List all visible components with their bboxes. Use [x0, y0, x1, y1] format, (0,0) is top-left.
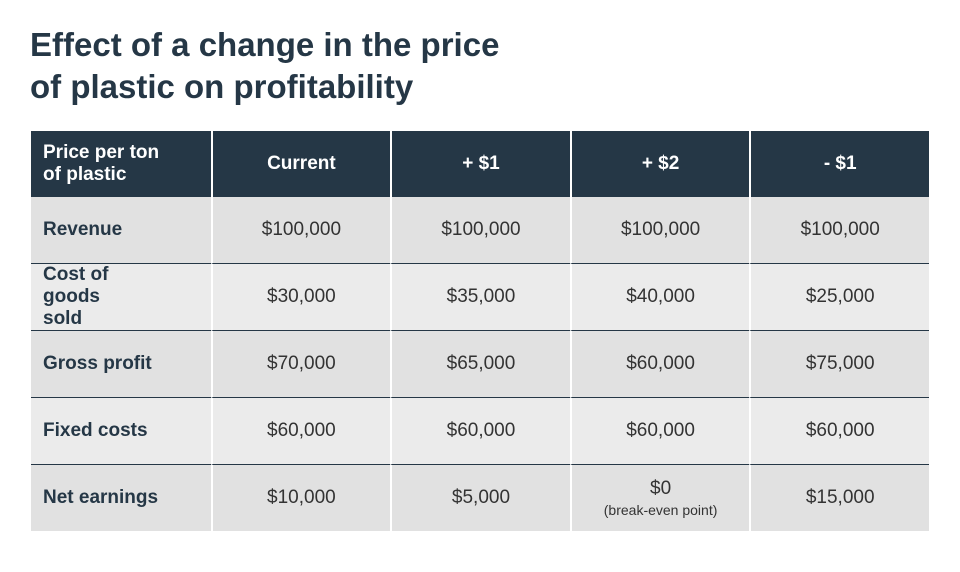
- row-label: Net earnings: [43, 487, 159, 508]
- value-cell: $70,000: [210, 330, 391, 397]
- cell-value: $15,000: [805, 487, 875, 508]
- value-cell: $65,000: [390, 330, 570, 397]
- header-cell: - $1: [749, 131, 929, 197]
- value-cell: $30,000: [210, 263, 391, 330]
- header-cell: Current: [210, 131, 391, 197]
- table-row: Gross profit $70,000 $65,000 $60,000 $75,000: [31, 330, 929, 397]
- row-label: Revenue: [43, 219, 123, 240]
- value-cell: $100,000: [390, 197, 570, 263]
- cell-value: $100,000: [800, 219, 880, 240]
- value-cell: $60,000: [210, 397, 391, 464]
- row-label-cell: Cost of goods sold: [31, 263, 211, 330]
- header-text: Price per ton of plastic: [43, 142, 160, 185]
- value-cell: $0 (break-even point): [569, 464, 750, 531]
- cell-value: $0: [650, 478, 672, 499]
- cell-value: $60,000: [446, 420, 516, 441]
- row-label-cell: Net earnings: [31, 464, 211, 531]
- profit-table: Price per ton of plastic Current + $1 + $2 -…: [31, 131, 929, 531]
- value-cell: $60,000: [569, 330, 750, 397]
- table-row: Cost of goods sold $30,000 $35,000 $40,000 $…: [31, 263, 929, 330]
- row-label: Fixed costs: [43, 420, 148, 441]
- table-row: Net earnings $10,000 $5,000 $0 (break-even p…: [31, 464, 929, 531]
- header-text: - $1: [823, 153, 857, 174]
- value-cell: $75,000: [749, 330, 929, 397]
- cell-value: $60,000: [626, 353, 695, 374]
- header-text: Current: [267, 153, 336, 174]
- header-text: + $1: [462, 153, 500, 174]
- cell-value: $35,000: [446, 286, 516, 307]
- title-line: of plastic on profitability: [30, 68, 414, 105]
- cell-value: $5,000: [451, 487, 511, 508]
- header-row: Price per ton of plastic Current + $1 + $2 -…: [31, 131, 929, 197]
- cell-value: $60,000: [626, 420, 695, 441]
- title: Effect of a change in the price of plasti…: [30, 24, 499, 108]
- value-cell: $60,000: [390, 397, 570, 464]
- cell-value: $100,000: [441, 219, 521, 240]
- cell-value: $100,000: [620, 219, 701, 240]
- cell-value: $65,000: [446, 353, 516, 374]
- value-cell: $100,000: [569, 197, 750, 263]
- header-cell: + $1: [390, 131, 570, 197]
- cell-value: $40,000: [626, 286, 695, 307]
- table-row: Revenue $100,000 $100,000 $100,000 $100,000: [31, 197, 929, 263]
- value-cell: $15,000: [749, 464, 929, 531]
- row-label: Gross profit: [43, 353, 152, 374]
- row-label-cell: Fixed costs: [31, 397, 211, 464]
- value-cell: $10,000: [210, 464, 391, 531]
- header-cell: Price per ton of plastic: [31, 131, 211, 197]
- value-cell: $60,000: [749, 397, 929, 464]
- value-cell: $5,000: [390, 464, 570, 531]
- value-cell: $25,000: [749, 263, 929, 330]
- row-label-cell: Revenue: [31, 197, 211, 263]
- header-cell: + $2: [569, 131, 750, 197]
- row-label-cell: Gross profit: [31, 330, 211, 397]
- cell-value: $25,000: [805, 286, 875, 307]
- table-row: Fixed costs $60,000 $60,000 $60,000 $60,000: [31, 397, 929, 464]
- table-body: Revenue $100,000 $100,000 $100,000 $100,000 C…: [31, 197, 929, 531]
- value-cell: $40,000: [569, 263, 750, 330]
- value-cell: $100,000: [749, 197, 929, 263]
- title-line: Effect of a change in the price: [30, 26, 500, 63]
- value-cell: $100,000: [210, 197, 391, 263]
- cell-value: $10,000: [267, 487, 336, 508]
- value-cell: $60,000: [569, 397, 750, 464]
- cell-value: $60,000: [805, 420, 875, 441]
- row-label: Cost of goods sold: [43, 264, 109, 329]
- cell-value: $30,000: [267, 286, 336, 307]
- cell-value: $75,000: [805, 353, 875, 374]
- value-cell: $35,000: [390, 263, 570, 330]
- cell-value: $60,000: [267, 420, 336, 441]
- cell-value: $100,000: [261, 219, 342, 240]
- header-text: + $2: [641, 153, 680, 174]
- cell-value: $70,000: [267, 353, 336, 374]
- cell-note: (break-even point): [603, 502, 718, 518]
